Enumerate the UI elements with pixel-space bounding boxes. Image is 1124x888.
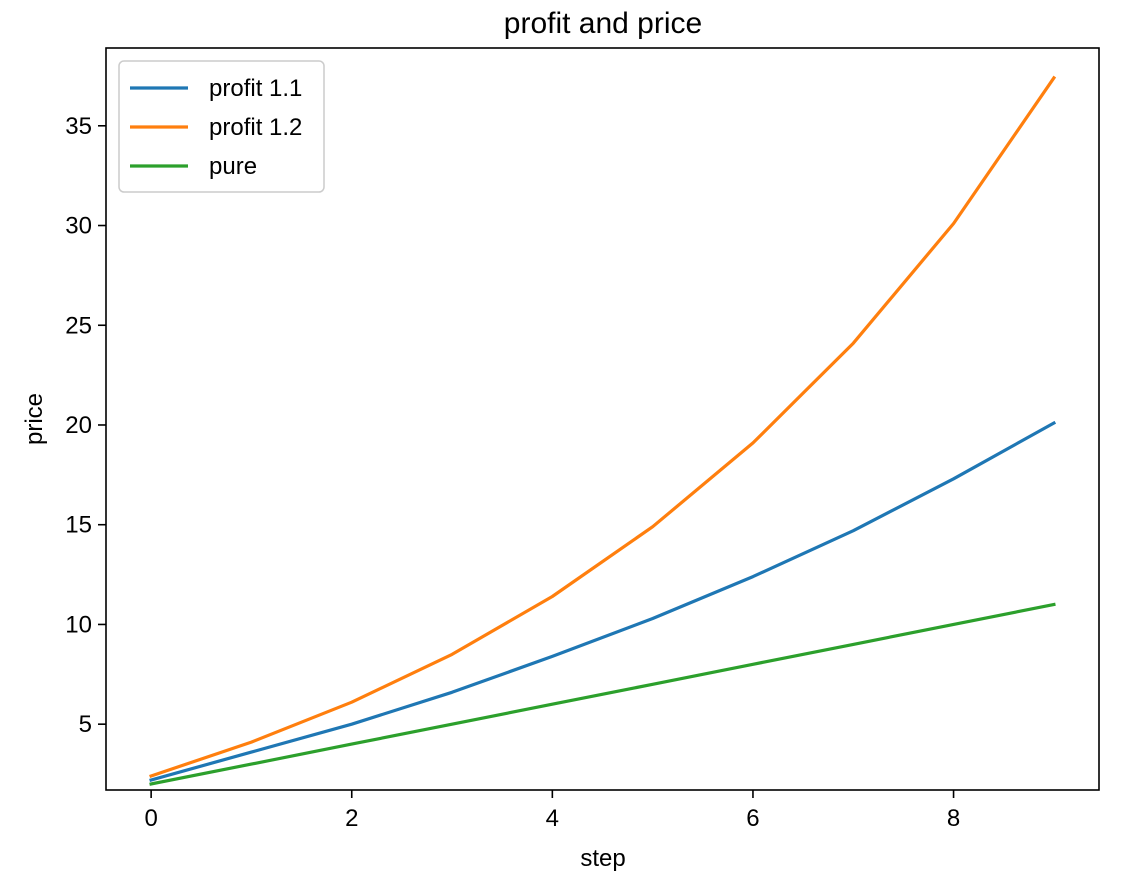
series-line-3: [149, 602, 1056, 786]
y-tick-label: 35: [65, 113, 92, 140]
plot-frame: [105, 47, 1100, 791]
legend-label: profit 1.1: [209, 75, 302, 102]
x-tick-label: 0: [144, 805, 157, 832]
legend-items: profit 1.1 profit 1.2 pure: [130, 75, 302, 180]
x-tick-label: 6: [746, 805, 759, 832]
chart-title: profit and price: [504, 7, 702, 40]
x-axis-ticks: 0 2 4 6 8: [144, 790, 960, 832]
y-tick-label: 20: [65, 412, 92, 439]
x-tick-label: 2: [345, 805, 358, 832]
legend-label: profit 1.2: [209, 114, 302, 141]
y-tick-label: 10: [65, 611, 92, 638]
y-tick-label: 15: [65, 512, 92, 539]
plot-area: 0 2 4 6 8 5 10 15 20 25 30 35: [65, 47, 1100, 832]
y-tick-label: 30: [65, 213, 92, 240]
series-line-2: [149, 75, 1057, 779]
series-line-1: [149, 420, 1057, 782]
x-tick-label: 8: [947, 805, 960, 832]
series-lines: [149, 75, 1057, 786]
legend-frame: [118, 60, 325, 193]
legend: profit 1.1 profit 1.2 pure: [118, 60, 325, 193]
y-axis-label: price: [21, 393, 48, 445]
y-axis-ticks: 5 10 15 20 25 30 35: [65, 113, 106, 738]
y-tick-label: 5: [79, 711, 92, 738]
legend-label: pure: [209, 153, 257, 180]
y-tick-label: 25: [65, 312, 92, 339]
x-axis-label: step: [580, 845, 625, 872]
x-tick-label: 4: [546, 805, 559, 832]
